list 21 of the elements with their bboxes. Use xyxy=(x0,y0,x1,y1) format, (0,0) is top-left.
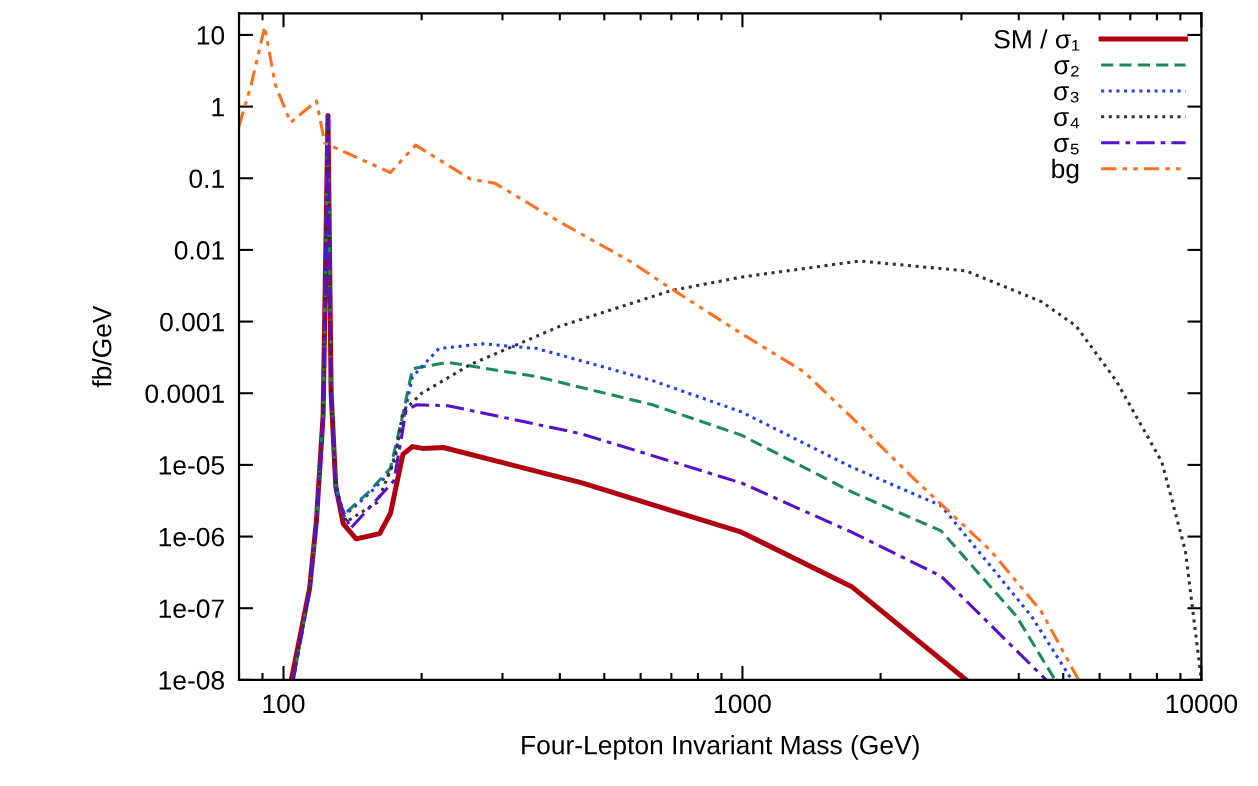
x-tick-label: 100 xyxy=(263,694,305,714)
y-tick-label: 0.0001 xyxy=(145,384,224,404)
y-tick-label: 1 xyxy=(212,98,224,117)
y-tick-label: 1e-05 xyxy=(159,456,225,475)
legend-label: σ₅ xyxy=(1054,138,1079,155)
y-tick-label: 1e-06 xyxy=(159,527,224,547)
y-tick-label: 10 xyxy=(197,26,225,45)
y-tick-label: 1e-08 xyxy=(159,671,224,690)
legend-label: σ₂ xyxy=(1054,60,1079,77)
legend-label: bg xyxy=(1052,158,1079,184)
y-axis-title: fb/GeV xyxy=(92,305,112,388)
y-tick-label: 0.1 xyxy=(189,169,224,189)
legend-label: σ₄ xyxy=(1054,112,1079,129)
x-tick-label: 1000 xyxy=(715,694,771,714)
legend-label: SM / σ₁ xyxy=(994,29,1080,51)
legend-label: σ₃ xyxy=(1054,86,1079,103)
y-tick-label: 0.001 xyxy=(160,312,224,332)
x-tick-label: 10000 xyxy=(1166,694,1238,714)
y-tick-label: 1e-07 xyxy=(159,599,224,619)
x-axis-title: Four-Lepton Invariant Mass (GeV) xyxy=(522,735,919,760)
y-tick-label: 0.01 xyxy=(174,241,224,260)
